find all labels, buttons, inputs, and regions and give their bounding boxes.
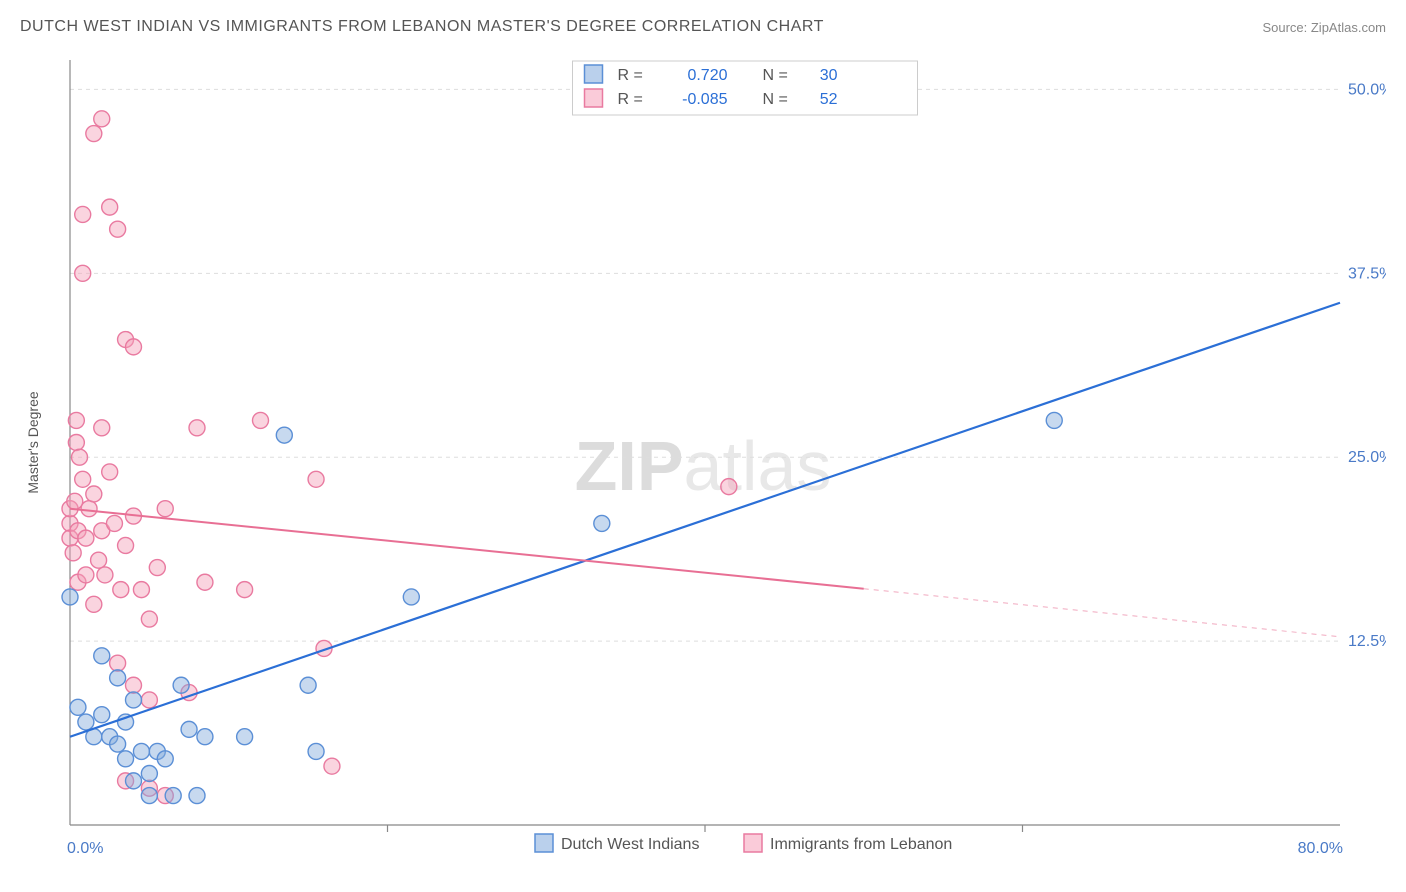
chart-header: DUTCH WEST INDIAN VS IMMIGRANTS FROM LEB…	[20, 18, 1386, 36]
legend-n-value: 52	[820, 91, 838, 108]
legend-n-label: N =	[763, 67, 788, 84]
trend-line	[70, 509, 864, 589]
legend-swatch	[744, 834, 762, 852]
data-point	[403, 589, 419, 605]
legend-r-value: -0.085	[682, 91, 727, 108]
data-point	[78, 567, 94, 583]
data-point	[197, 729, 213, 745]
data-point	[81, 501, 97, 517]
legend-swatch	[535, 834, 553, 852]
data-point	[126, 677, 142, 693]
legend-series-label: Dutch West Indians	[561, 836, 699, 853]
data-point	[91, 552, 107, 568]
data-point	[594, 515, 610, 531]
data-point	[68, 435, 84, 451]
data-point	[237, 729, 253, 745]
legend-n-label: N =	[763, 91, 788, 108]
data-point	[75, 206, 91, 222]
data-point	[149, 560, 165, 576]
y-axis-title: Master's Degree	[25, 391, 41, 493]
data-point	[126, 773, 142, 789]
legend-r-label: R =	[618, 91, 643, 108]
data-point	[197, 574, 213, 590]
legend-swatch	[585, 89, 603, 107]
chart-container: ZIPatlas 12.5%25.0%37.5%50.0%0.0%80.0%Ma…	[20, 50, 1386, 882]
data-point	[110, 736, 126, 752]
data-point	[62, 589, 78, 605]
data-point	[126, 339, 142, 355]
legend-n-value: 30	[820, 67, 838, 84]
legend-swatch	[585, 65, 603, 83]
data-point	[253, 412, 269, 428]
data-point	[300, 677, 316, 693]
data-point	[86, 486, 102, 502]
data-point	[133, 743, 149, 759]
data-point	[75, 265, 91, 281]
data-point	[110, 221, 126, 237]
data-point	[118, 751, 134, 767]
data-point	[181, 721, 197, 737]
data-point	[157, 751, 173, 767]
data-point	[237, 582, 253, 598]
data-point	[141, 766, 157, 782]
data-point	[72, 449, 88, 465]
data-point	[324, 758, 340, 774]
data-point	[78, 530, 94, 546]
data-point	[67, 493, 83, 509]
data-point	[68, 412, 84, 428]
data-point	[110, 655, 126, 671]
y-tick-label: 50.0%	[1348, 81, 1386, 98]
x-tick-label: 80.0%	[1298, 840, 1343, 857]
data-point	[133, 582, 149, 598]
data-point	[308, 743, 324, 759]
data-point	[70, 699, 86, 715]
data-point	[106, 515, 122, 531]
data-point	[118, 537, 134, 553]
legend-r-value: 0.720	[687, 67, 727, 84]
scatter-chart: 12.5% 25.0% 37.5% 50.0% 0.0% 80.0% Master's De…	[20, 50, 1386, 882]
data-point	[94, 420, 110, 436]
trend-line	[70, 303, 1340, 737]
y-tick-label: 37.5%	[1348, 265, 1386, 282]
chart-source: Source: ZipAtlas.com	[1262, 20, 1386, 35]
data-point	[126, 692, 142, 708]
data-point	[110, 670, 126, 686]
data-point	[141, 788, 157, 804]
data-point	[75, 471, 91, 487]
y-tick-label: 25.0%	[1348, 449, 1386, 466]
data-point	[97, 567, 113, 583]
legend-r-label: R =	[618, 67, 643, 84]
chart-title: DUTCH WEST INDIAN VS IMMIGRANTS FROM LEB…	[20, 18, 824, 36]
trend-line-extrapolated	[864, 589, 1340, 637]
data-point	[308, 471, 324, 487]
data-point	[721, 479, 737, 495]
data-point	[276, 427, 292, 443]
data-point	[94, 648, 110, 664]
data-point	[78, 714, 94, 730]
data-point	[94, 111, 110, 127]
data-point	[141, 611, 157, 627]
data-point	[65, 545, 81, 561]
data-point	[173, 677, 189, 693]
data-point	[189, 420, 205, 436]
legend-series-label: Immigrants from Lebanon	[770, 836, 952, 853]
data-point	[102, 199, 118, 215]
data-point	[189, 788, 205, 804]
x-tick-label: 0.0%	[67, 840, 103, 857]
data-point	[113, 582, 129, 598]
data-point	[86, 126, 102, 142]
data-point	[102, 464, 118, 480]
data-point	[1046, 412, 1062, 428]
data-point	[141, 692, 157, 708]
data-point	[157, 501, 173, 517]
data-point	[86, 596, 102, 612]
y-tick-label: 12.5%	[1348, 633, 1386, 650]
data-point	[165, 788, 181, 804]
data-point	[94, 707, 110, 723]
